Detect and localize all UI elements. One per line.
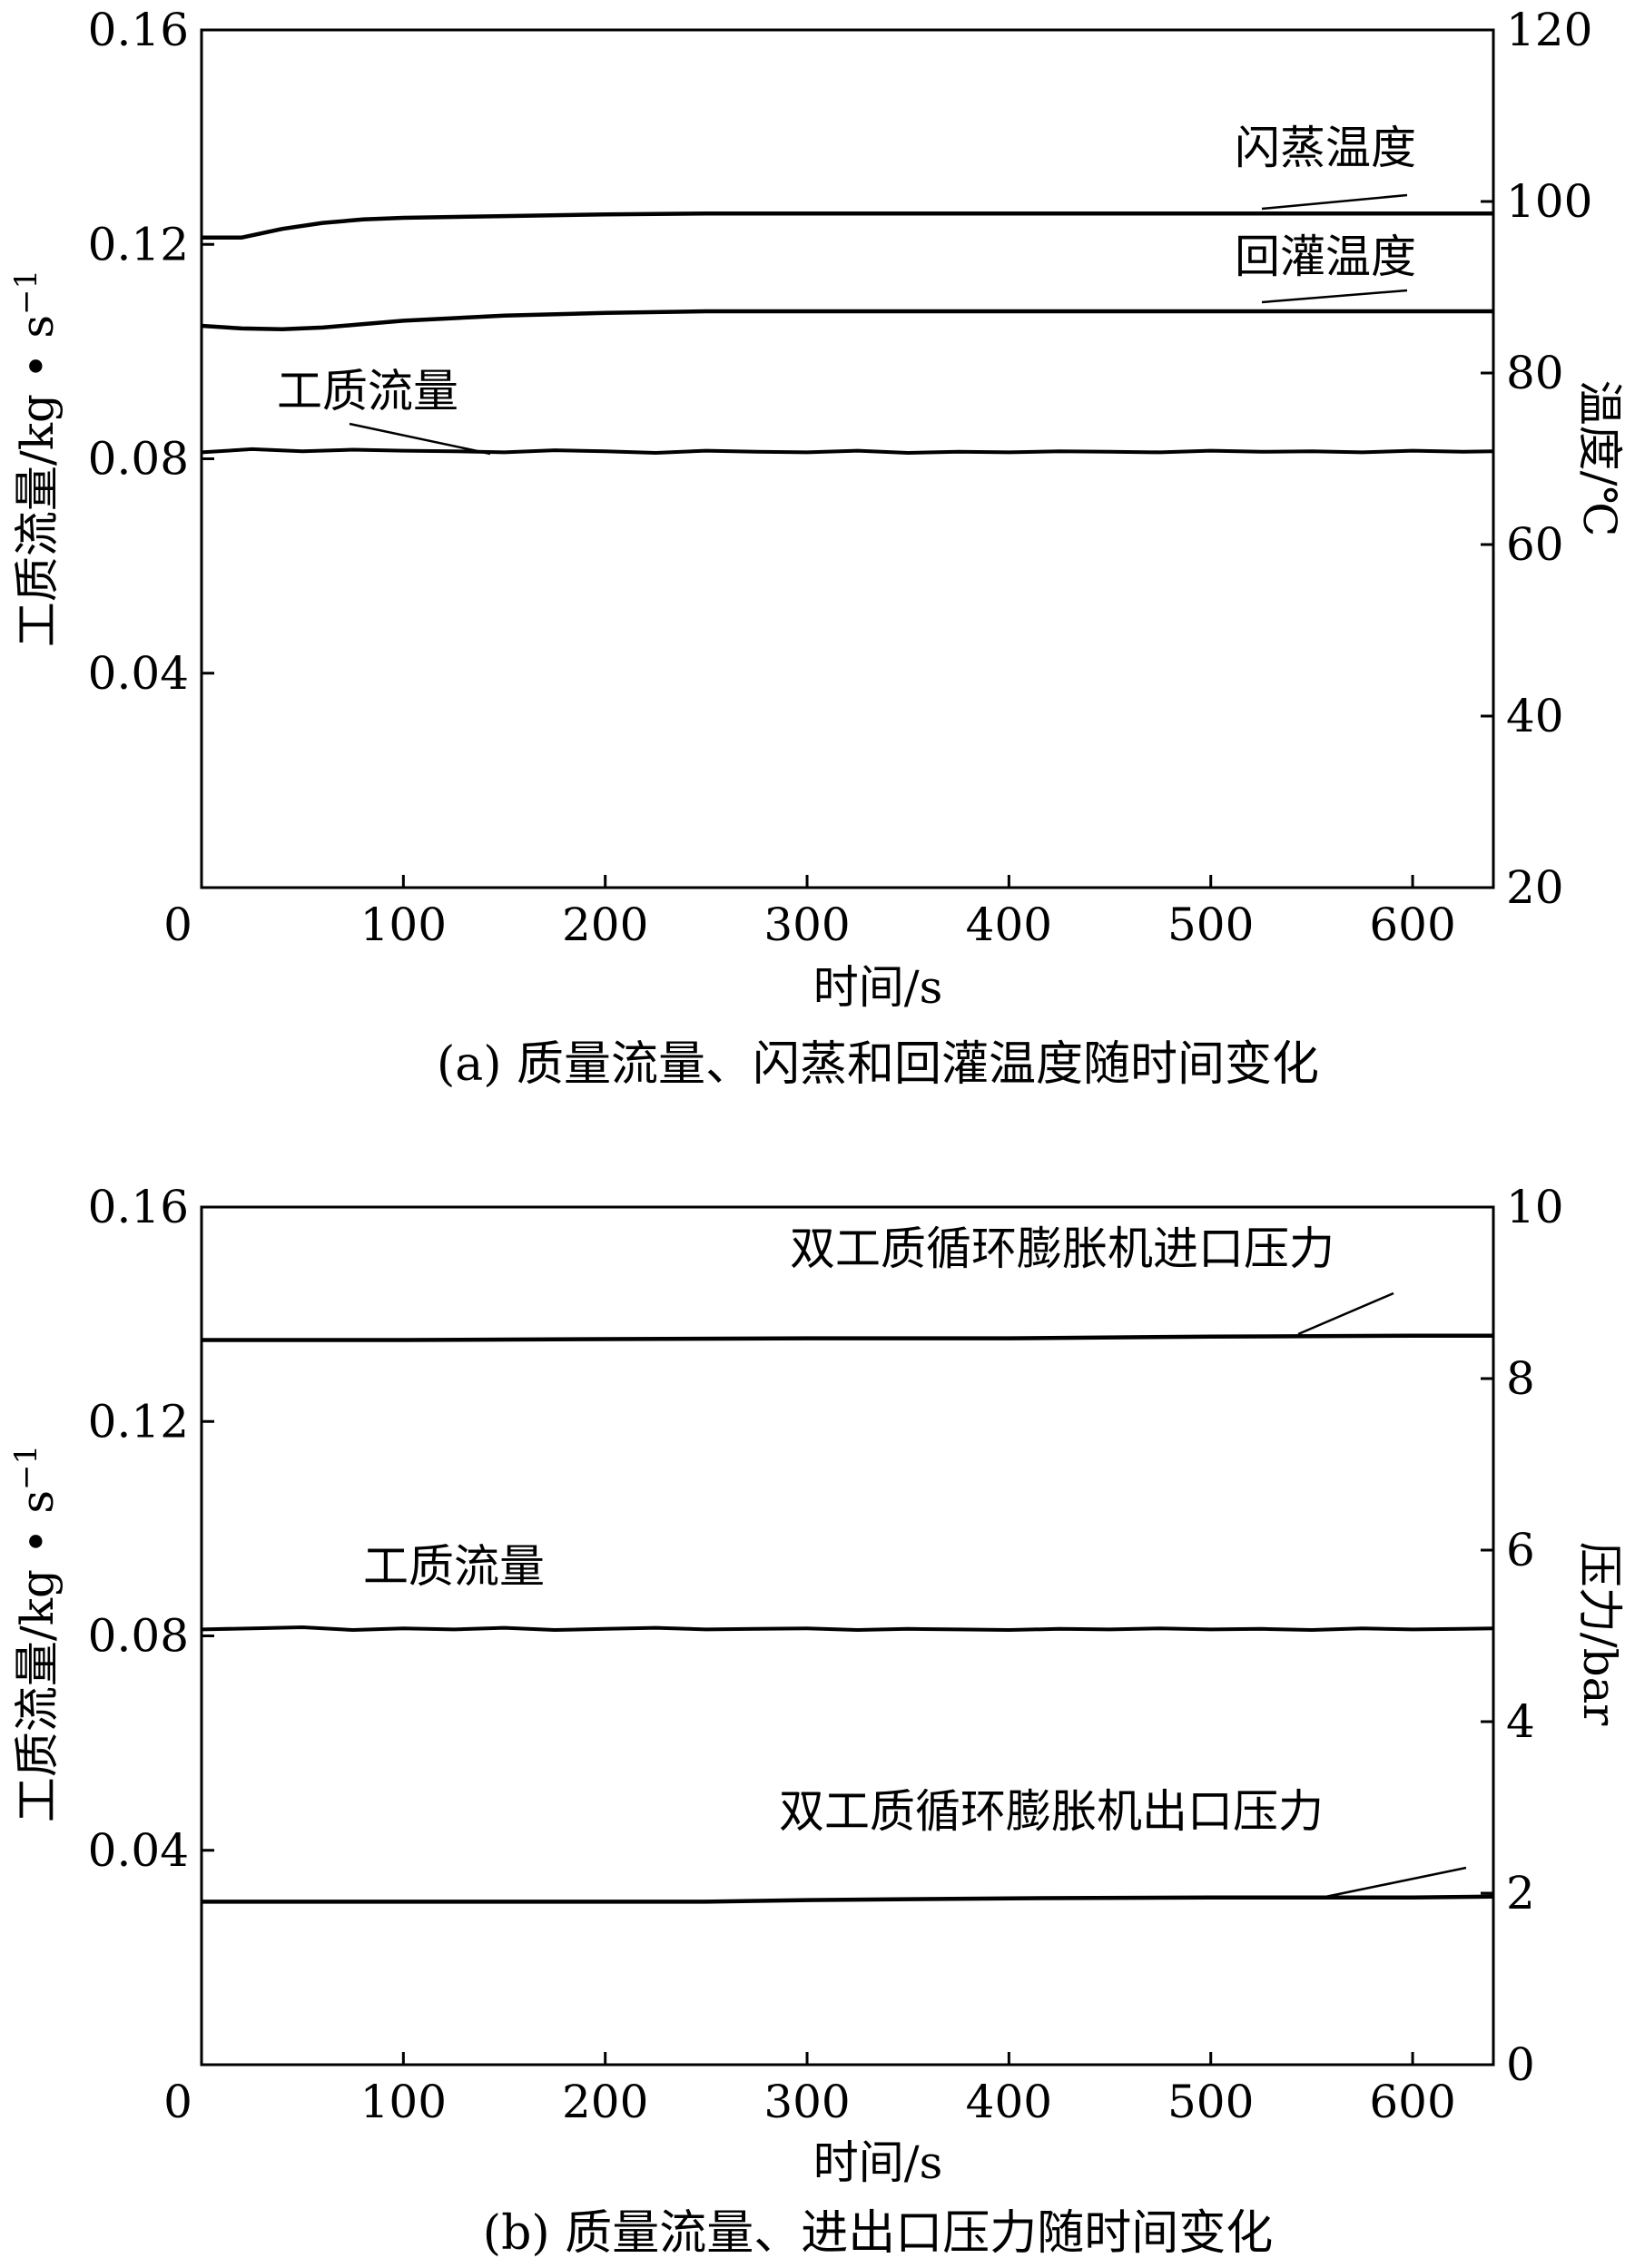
- left-y-tick-label: 0.04: [88, 1824, 189, 1877]
- leader-expander-outlet-pressure: [1325, 1866, 1467, 1899]
- right-axis-ticks-b: 0 2 4 6 8 10: [1481, 1181, 1564, 2091]
- annotation-mass-flow-b: 工质流量: [363, 1540, 545, 1593]
- right-y-tick-label: 8: [1506, 1352, 1535, 1405]
- left-y-tick-label: 0.12: [88, 218, 189, 270]
- annotation-expander-outlet-pressure: 双工质循环膨胀机出口压力: [779, 1785, 1324, 1838]
- right-y-tick-label: 4: [1506, 1695, 1535, 1748]
- right-y-tick-label: 100: [1506, 175, 1592, 228]
- left-y-tick-label: 0.12: [88, 1395, 189, 1448]
- x-tick-label: 400: [966, 898, 1052, 951]
- right-axis-ticks-a: 20 40 60 80 100 120: [1481, 4, 1592, 914]
- x-tick-label: 200: [562, 2076, 648, 2128]
- left-y-tick-label: 0.16: [88, 4, 189, 56]
- left-y-tick-label: 0.08: [88, 433, 189, 486]
- x-tick-label: 0: [163, 2076, 192, 2128]
- panel-b-chart: 0 100 200 300 400 500 600 0.04 0.08 0.12 0.16 0 2 4…: [8, 1181, 1625, 2261]
- x-tick-label: 300: [763, 2076, 850, 2128]
- right-y-tick-label: 120: [1506, 4, 1592, 56]
- caption-a: (a) 质量流量、闪蒸和回灌温度随时间变化: [437, 1037, 1319, 1092]
- left-axis-ticks-a: 0.04 0.08 0.12 0.16: [88, 4, 214, 700]
- x-tick-label: 600: [1369, 898, 1455, 951]
- x-axis-label-b: 时间/s: [813, 2136, 943, 2189]
- left-y-tick-label: 0.04: [88, 647, 189, 700]
- x-tick-label: 600: [1369, 2076, 1455, 2128]
- x-axis-label-a: 时间/s: [813, 961, 943, 1014]
- right-y-tick-label: 40: [1506, 690, 1564, 742]
- series-group-a: [201, 211, 1494, 455]
- right-y-tick-label: 80: [1506, 347, 1564, 399]
- x-tick-label: 500: [1167, 898, 1254, 951]
- right-y-tick-label: 6: [1506, 1524, 1535, 1576]
- y-axis-label-left-a: 工质流量/kg • s−1: [8, 270, 64, 647]
- x-tick-label: 200: [562, 898, 648, 951]
- y-axis-label-right-a: 温度/℃: [1573, 380, 1625, 537]
- series-group-b: [201, 1333, 1494, 1904]
- x-tick-label: 100: [360, 898, 447, 951]
- annotation-flash-temperature: 闪蒸温度: [1235, 122, 1416, 174]
- x-tick-label: 100: [360, 2076, 447, 2128]
- series-line-1: [202, 1333, 1493, 1342]
- annotation-expander-inlet-pressure: 双工质循环膨胀机进口压力: [790, 1222, 1334, 1275]
- series-line-1: [202, 211, 1493, 240]
- left-y-tick-label: 0.16: [88, 1181, 189, 1233]
- right-y-tick-label: 0: [1506, 2038, 1535, 2091]
- left-axis-ticks-b: 0.04 0.08 0.12 0.16: [88, 1181, 214, 1877]
- x-tick-label: 0: [163, 898, 192, 951]
- annotation-reinjection-temperature: 回灌温度: [1235, 231, 1416, 283]
- x-tick-label: 400: [966, 2076, 1052, 2128]
- right-y-tick-label: 60: [1506, 518, 1564, 571]
- leader-flash-temperature: [1261, 193, 1408, 211]
- series-line-3: [202, 1894, 1494, 1904]
- leader-expander-inlet-pressure: [1297, 1291, 1394, 1336]
- series-line-3: [201, 447, 1494, 455]
- series-line-2: [201, 1625, 1494, 1632]
- leader-reinjection-temperature: [1261, 289, 1408, 304]
- x-axis-ticks-b: 0 100 200 300 400 500 600: [163, 2052, 1456, 2128]
- right-y-tick-label: 20: [1506, 861, 1564, 914]
- panel-a-chart: 0 100 200 300 400 500 600 0.04 0.08 0.12 0.16 20 4…: [8, 4, 1625, 1092]
- y-axis-label-right-b: 压力/bar: [1573, 1542, 1625, 1726]
- x-tick-label: 500: [1167, 2076, 1254, 2128]
- caption-b: (b) 质量流量、进出口压力随时间变化: [483, 2206, 1273, 2261]
- y-axis-label-left-b: 工质流量/kg • s−1: [8, 1445, 64, 1822]
- series-line-2: [201, 309, 1493, 332]
- right-y-tick-label: 2: [1506, 1867, 1535, 1919]
- leader-mass-flow-a: [349, 422, 491, 456]
- x-tick-label: 300: [763, 898, 850, 951]
- left-y-tick-label: 0.08: [88, 1610, 189, 1663]
- annotation-mass-flow-a: 工质流量: [277, 365, 458, 417]
- right-y-tick-label: 10: [1506, 1181, 1564, 1233]
- x-axis-ticks-a: 0 100 200 300 400 500 600: [163, 875, 1456, 951]
